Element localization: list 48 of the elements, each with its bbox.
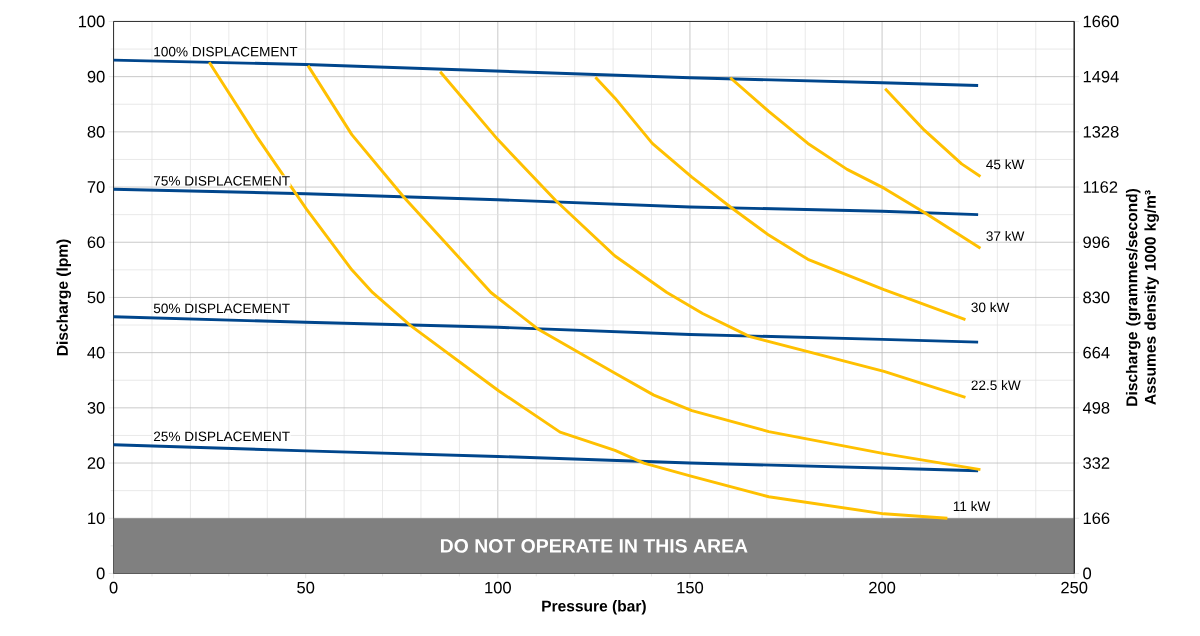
x-tick-label: 150	[677, 581, 704, 594]
y2-tick-label: 1328	[1083, 126, 1119, 138]
y-tick-label: 80	[87, 126, 105, 138]
line-series	[883, 87, 982, 179]
x-tick-label: 100	[485, 581, 511, 594]
y2-tick-label: 498	[1082, 402, 1110, 414]
y-tick-label: 90	[87, 70, 105, 83]
y-tick-label: 40	[87, 346, 105, 359]
x-tick-label: 250	[1061, 581, 1088, 594]
y2-tick-label: 664	[1083, 346, 1110, 359]
series-label: 30 kW	[971, 302, 1010, 313]
band-label: DO NOT OPERATE IN THIS AREA	[440, 539, 748, 553]
series-label: 37 kW	[986, 231, 1025, 242]
y2-tick-label: 830	[1083, 291, 1110, 304]
series-label: 11 kW	[953, 501, 991, 511]
line-series	[112, 443, 980, 473]
series-label: 50% DISPLACEMENT	[153, 303, 290, 314]
line-series	[593, 75, 967, 322]
y2-tick-label: 1162	[1083, 181, 1118, 193]
y-tick-label: 30	[87, 402, 105, 414]
y2-tick-label: 996	[1083, 236, 1110, 249]
y-tick-label: 50	[87, 291, 105, 304]
y2-tick-label: 332	[1083, 457, 1110, 469]
series-label: 22.5 kW	[971, 380, 1021, 391]
series-label: 25% DISPLACEMENT	[153, 431, 290, 442]
y-tick-label: 70	[87, 181, 105, 193]
line-series	[728, 76, 982, 250]
x-tick-label: 200	[869, 581, 896, 594]
y2-tick-label: 166	[1083, 512, 1110, 525]
y2-tick-label: 0	[1083, 567, 1092, 580]
series-label: 75% DISPLACEMENT	[153, 176, 290, 186]
y-axis-title: Discharge (lpm)	[56, 239, 72, 356]
series-label: 100% DISPLACEMENT	[154, 46, 298, 57]
line-series	[112, 187, 980, 217]
line-series	[112, 315, 980, 344]
y-tick-label: 0	[96, 567, 105, 580]
y2-tick-label: 1494	[1083, 70, 1119, 83]
x-tick-label: 50	[297, 581, 315, 594]
y2-tick-label: 1660	[1083, 15, 1119, 28]
y-tick-label: 10	[88, 512, 105, 525]
y2-axis-title: Discharge (grammes/second) Assumes density 1000 kg/m³	[1125, 189, 1159, 406]
y-tick-label: 100	[78, 15, 105, 28]
x-tick-label: 0	[109, 581, 118, 594]
x-axis-title: Pressure (bar)	[542, 600, 646, 615]
y-tick-label: 20	[87, 457, 105, 469]
series-label: 45 kW	[986, 159, 1025, 170]
y-tick-label: 60	[87, 236, 105, 249]
line-series	[438, 70, 967, 399]
